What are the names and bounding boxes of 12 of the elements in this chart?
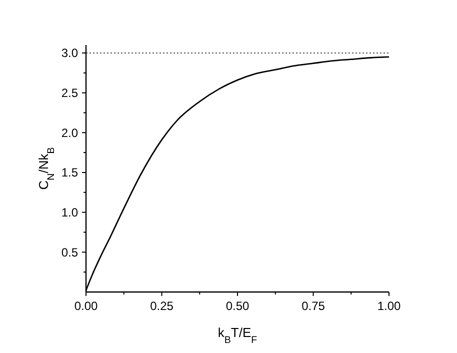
x-tick-label: 0.25 bbox=[150, 299, 174, 313]
y-tick-label: 1.5 bbox=[61, 166, 78, 180]
y-tick-label: 1.0 bbox=[61, 206, 78, 220]
y-tick-label: 0.5 bbox=[61, 245, 78, 260]
y-tick-label: 3.0 bbox=[61, 46, 78, 60]
x-tick-label: 1.00 bbox=[377, 299, 401, 313]
y-tick-label: 2.0 bbox=[61, 126, 78, 140]
x-axis-title: k$_{B}$T/E$_{F}$ bbox=[218, 325, 258, 346]
x-tick-label: 0.75 bbox=[302, 299, 326, 313]
y-tick-label: 2.5 bbox=[61, 86, 78, 100]
x-tick-label: 0.50 bbox=[226, 299, 250, 313]
x-tick-label: 0.00 bbox=[74, 299, 98, 313]
